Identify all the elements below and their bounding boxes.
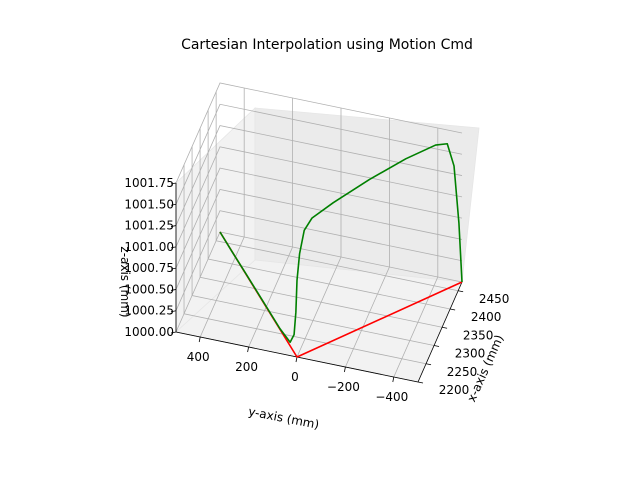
z-tick-mark: [170, 267, 177, 270]
x-tick-label: 2350: [463, 328, 494, 342]
z-tick-label: 1001.25: [124, 219, 174, 233]
y-tick-mark: [344, 366, 346, 373]
y-tick-label: −400: [375, 390, 408, 404]
z-tick-mark: [170, 289, 177, 291]
x-tick-mark: [433, 345, 440, 347]
y-ticks: 400 200 0 −200 −400: [187, 336, 408, 404]
series-lines: [219, 142, 463, 358]
y-tick-mark: [295, 356, 298, 363]
z-tick-label: 1000.75: [124, 261, 174, 275]
z-grid-line: [175, 82, 463, 184]
x-tick-label: 2300: [455, 347, 486, 361]
x-tick-mark: [442, 326, 448, 329]
z-tick-mark: [170, 331, 177, 334]
z-tick-label: 1001.00: [124, 240, 174, 254]
z-tick-label: 1000.25: [124, 304, 174, 318]
z-tick-mark: [170, 182, 177, 185]
z-grid-line: [175, 210, 463, 311]
z-tick-mark: [170, 310, 177, 313]
z-tick-mark: [170, 203, 177, 206]
x-tick-mark: [417, 381, 424, 384]
z-tick-mark: [170, 246, 177, 249]
axis-panes: [175, 107, 480, 383]
z-grid-line: [175, 146, 463, 248]
x-tick-mark: [425, 363, 432, 366]
z-grid-line: [175, 188, 463, 290]
y-tick-label: 200: [235, 360, 258, 374]
x-tick-mark: [458, 290, 464, 293]
chart-title: Cartesian Interpolation using Motion Cmd: [181, 37, 473, 53]
z-grid-line: [175, 103, 463, 205]
z-grid-line: [175, 167, 463, 269]
z-axis-label: z-axis (mm): [118, 246, 132, 317]
x-tick-mark: [450, 308, 456, 311]
x-tick-label: 2200: [439, 383, 470, 397]
y-tick-mark: [247, 346, 249, 353]
x-tick-label: 2400: [471, 310, 502, 324]
z-tick-label: 1001.50: [124, 197, 174, 211]
y-tick-label: 0: [291, 370, 299, 384]
x-tick-label: 2450: [479, 292, 510, 306]
z-tick-label: 1000.50: [124, 282, 174, 296]
z-tick-mark: [170, 225, 177, 227]
z-tick-label: 1001.75: [124, 176, 174, 190]
y-tick-mark: [392, 376, 395, 383]
x-ticks: 2200 2250 2300 2350 2400 2450: [417, 290, 510, 397]
y-tick-label: −200: [327, 380, 360, 394]
x-axis-line: [417, 281, 463, 383]
x-tick-label: 2250: [447, 365, 478, 379]
z-tick-label: 1000.00: [124, 325, 174, 339]
series-line-green: [219, 142, 463, 344]
z-grid-line: [175, 125, 463, 226]
y-tick-mark: [198, 336, 201, 343]
y-tick-label: 400: [187, 350, 210, 364]
z-ticks: 1000.00 1000.25 1000.50 1000.75 1001.00 1001.…: [124, 176, 177, 339]
